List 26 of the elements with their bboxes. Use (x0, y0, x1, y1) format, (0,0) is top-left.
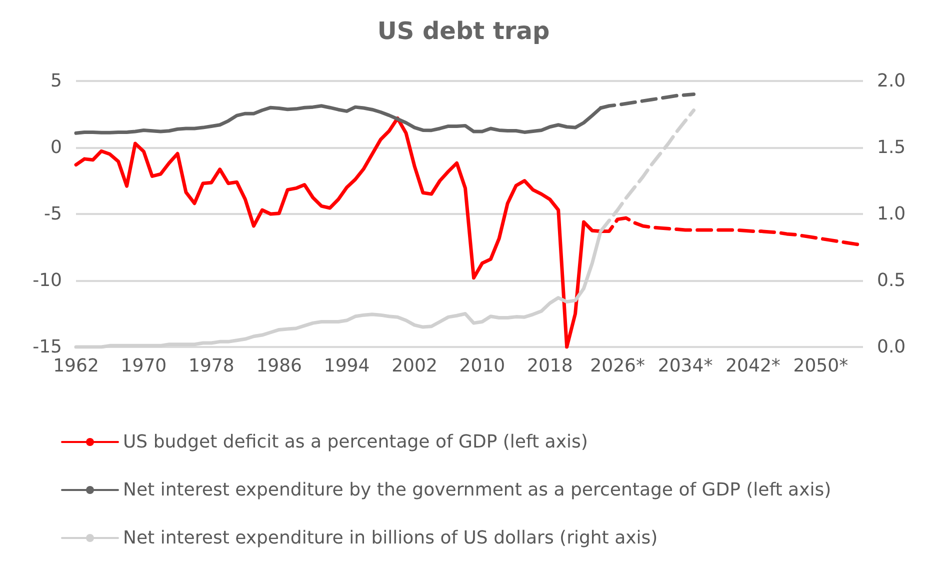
x-tick-label: 1962 (53, 356, 99, 376)
y-tick-label: 0 (50, 137, 62, 158)
x-tick-label: 2018 (526, 356, 573, 376)
y2-tick-label: 2.0 (877, 70, 906, 92)
x-tick-label: 2026* (590, 356, 645, 376)
y-tick-label: -10 (32, 270, 62, 291)
x-tick-label: 1970 (120, 356, 167, 376)
legend-label: Net interest expenditure in billions of US dollars (right axis) (123, 528, 658, 548)
y2-tick-label: 0.0 (877, 336, 906, 358)
x-tick-label: 2034* (658, 356, 713, 376)
x-tick-label: 2010 (459, 356, 506, 376)
x-tick-label: 1986 (256, 356, 302, 376)
legend-label: Net interest expenditure by the government as a percentage of GDP (left axis) (123, 480, 832, 500)
y-tick-label: -15 (32, 336, 62, 358)
x-tick-label: 2042* (726, 356, 780, 376)
y2-tick-label: 1.0 (877, 204, 906, 224)
legend-label: US budget deficit as a percentage of GDP (left axis) (123, 432, 588, 452)
x-tick-label: 2002 (392, 356, 438, 376)
x-tick-label: 1994 (324, 356, 370, 376)
y2-tick-label: 1.5 (877, 137, 906, 158)
y2-tick-label: 0.5 (877, 270, 906, 291)
chart-title: US debt trap (377, 17, 550, 45)
x-tick-label: 1978 (188, 356, 234, 376)
x-tick-label: 2050* (793, 356, 848, 376)
y-tick-label: 5 (50, 70, 62, 92)
y-tick-label: -5 (44, 204, 62, 224)
